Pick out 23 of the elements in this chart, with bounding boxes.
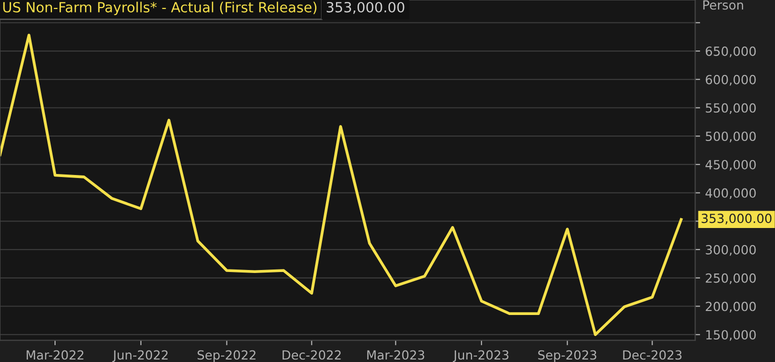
y-tick-label: 150,000: [706, 330, 756, 341]
chart-subtitle: 353,000.00: [326, 2, 404, 14]
y-tick-label: 550,000: [706, 103, 756, 114]
x-tick-label: Jun-2023: [452, 350, 508, 362]
chart-title: US Non-Farm Payrolls* - Actual (First Release): [3, 2, 316, 16]
y-tick-label: 400,000: [706, 188, 756, 200]
y-tick-label: 250,000: [706, 273, 756, 284]
x-tick-label: Jun-2022: [112, 350, 168, 362]
y-tick-label: 450,000: [706, 160, 756, 171]
x-tick-label: Sep-2023: [538, 350, 596, 362]
x-tick-label: Sep-2022: [198, 350, 256, 362]
x-tick-label: Mar-2023: [367, 350, 424, 360]
line-series: [0, 34, 683, 336]
x-tick-label: Dec-2022: [282, 350, 341, 360]
y-tick-label: 200,000: [706, 302, 756, 312]
x-tick-label: Dec-2023: [623, 350, 682, 360]
data-label: 353,000.00: [702, 214, 772, 224]
x-tick-label: Mar-2022: [26, 350, 84, 360]
y-axis-title: Person: [703, 0, 744, 10]
y-tick-label: 650,000: [706, 46, 756, 58]
y-tick-label: 500,000: [706, 132, 756, 142]
y-tick-label: 300,000: [706, 245, 756, 256]
y-tick-label: 600,000: [706, 74, 756, 86]
